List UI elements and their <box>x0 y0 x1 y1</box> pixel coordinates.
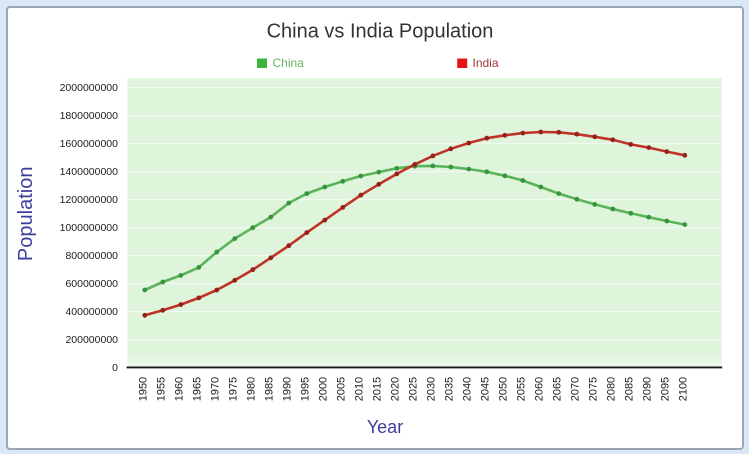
svg-text:400000000: 400000000 <box>65 306 118 318</box>
svg-text:1970: 1970 <box>210 377 222 401</box>
svg-text:2095: 2095 <box>660 377 672 401</box>
svg-text:600000000: 600000000 <box>65 278 118 290</box>
svg-text:1400000000: 1400000000 <box>60 166 119 178</box>
svg-text:2085: 2085 <box>624 377 636 401</box>
svg-text:2090: 2090 <box>642 377 654 401</box>
svg-text:1000000000: 1000000000 <box>60 222 119 234</box>
svg-text:2080: 2080 <box>606 377 618 401</box>
svg-text:1975: 1975 <box>228 377 240 401</box>
svg-text:1980: 1980 <box>246 377 258 401</box>
svg-text:1950: 1950 <box>138 377 150 401</box>
svg-text:China vs India Population: China vs India Population <box>267 21 494 43</box>
svg-text:2065: 2065 <box>552 377 564 401</box>
svg-text:0: 0 <box>112 362 118 374</box>
svg-text:2050: 2050 <box>498 377 510 401</box>
svg-text:India: India <box>473 56 499 70</box>
svg-text:1985: 1985 <box>264 377 276 401</box>
svg-text:2030: 2030 <box>426 377 438 401</box>
svg-text:1990: 1990 <box>282 377 294 401</box>
svg-text:Population: Population <box>15 167 37 262</box>
svg-text:2035: 2035 <box>444 377 456 401</box>
svg-text:2055: 2055 <box>516 377 528 401</box>
svg-text:2070: 2070 <box>570 377 582 401</box>
svg-text:2005: 2005 <box>336 377 348 401</box>
svg-text:1800000000: 1800000000 <box>60 110 119 122</box>
svg-text:1200000000: 1200000000 <box>60 194 119 206</box>
svg-text:2000: 2000 <box>318 377 330 401</box>
svg-text:2015: 2015 <box>372 377 384 401</box>
svg-text:2075: 2075 <box>588 377 600 401</box>
svg-text:1600000000: 1600000000 <box>60 138 119 150</box>
svg-text:2000000000: 2000000000 <box>60 82 119 94</box>
svg-text:800000000: 800000000 <box>65 250 118 262</box>
svg-text:1995: 1995 <box>300 377 312 401</box>
svg-text:2020: 2020 <box>390 377 402 401</box>
svg-text:Year: Year <box>367 417 403 437</box>
svg-text:2060: 2060 <box>534 377 546 401</box>
svg-text:1960: 1960 <box>174 377 186 401</box>
svg-text:2040: 2040 <box>462 377 474 401</box>
svg-text:China: China <box>273 56 305 70</box>
svg-text:1955: 1955 <box>156 377 168 401</box>
svg-text:2100: 2100 <box>678 377 690 401</box>
svg-text:2010: 2010 <box>354 377 366 401</box>
svg-text:2025: 2025 <box>408 377 420 401</box>
svg-text:200000000: 200000000 <box>65 334 118 346</box>
svg-text:2045: 2045 <box>480 377 492 401</box>
svg-text:1965: 1965 <box>192 377 204 401</box>
